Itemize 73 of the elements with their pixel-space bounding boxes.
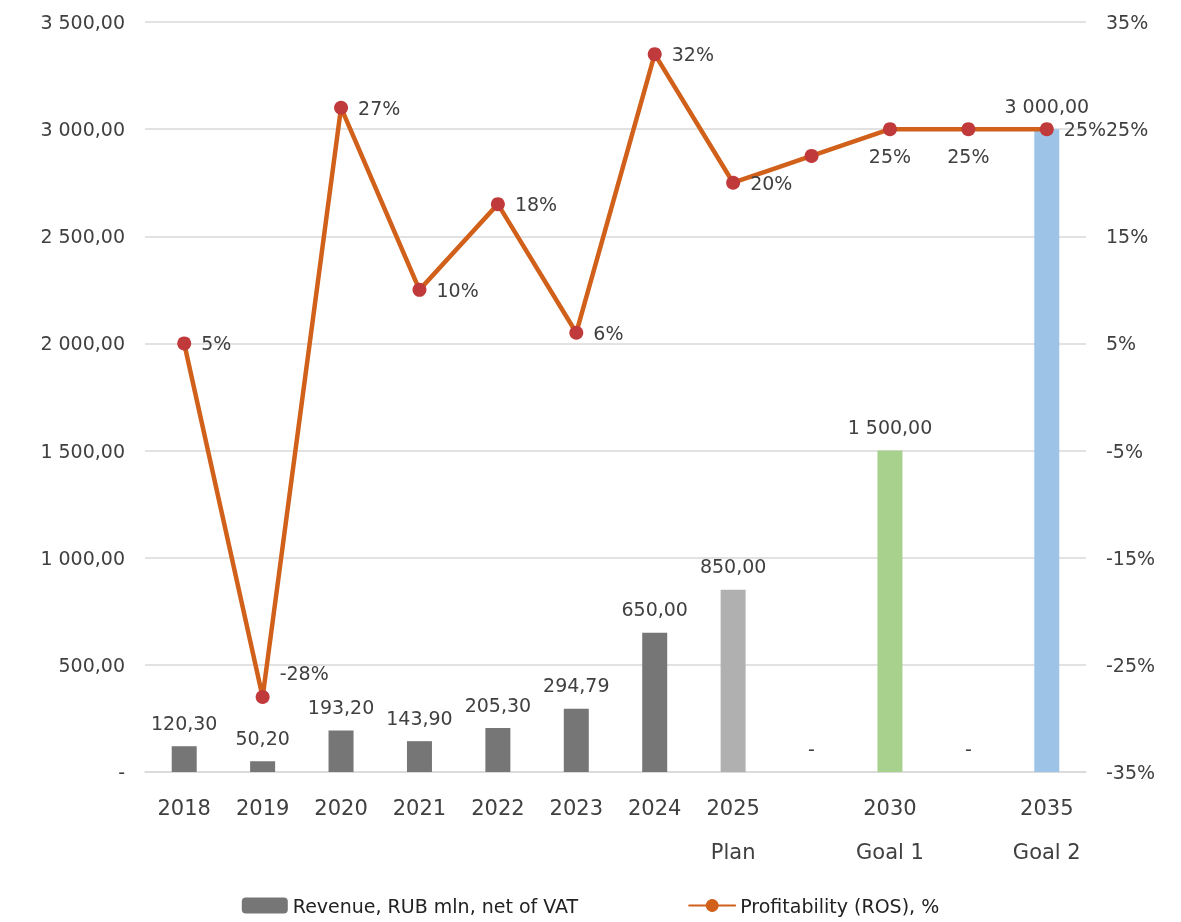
y2-tick-label: -35% — [1106, 761, 1156, 783]
y-tick-label: 1 500,00 — [40, 439, 125, 462]
data-label: 205,30 — [464, 693, 532, 716]
point — [1039, 122, 1054, 137]
point — [647, 47, 662, 62]
data-label: 50,20 — [235, 726, 290, 749]
bar — [406, 741, 432, 772]
x-tick-label: 2022 — [471, 796, 525, 820]
point — [961, 122, 976, 137]
data-label: 32% — [671, 43, 714, 66]
point — [490, 197, 505, 212]
point — [569, 325, 584, 340]
y2-tick-label: -15% — [1106, 546, 1156, 569]
x-tick-label: 2021 — [392, 796, 447, 820]
x-tick-label: 2025 Plan — [706, 796, 760, 864]
data-label: 27% — [358, 96, 401, 119]
y-tick-label: 2 500,00 — [40, 225, 125, 248]
y2-tick-label: 35% — [1106, 11, 1149, 33]
y2-tick-label: -5% — [1106, 439, 1143, 462]
bar — [328, 730, 354, 772]
data-label: -28% — [279, 662, 329, 684]
data-label: - — [808, 737, 815, 760]
y2-tick-label: 25% — [1106, 118, 1149, 141]
point — [726, 175, 741, 190]
y-tick-label: - — [118, 761, 125, 783]
data-label: 294,79 — [543, 674, 610, 697]
data-label: 650,00 — [621, 598, 688, 621]
bar — [563, 708, 589, 772]
y-tick-label: 3 000,00 — [40, 118, 125, 141]
y2-tick-label: 5% — [1106, 332, 1137, 355]
data-label: 5% — [201, 332, 232, 355]
y2-tick-label: -25% — [1106, 653, 1156, 676]
point — [412, 282, 427, 297]
bar — [485, 728, 511, 772]
data-label: 25% — [868, 144, 912, 167]
x-tick-label: 2019 — [235, 796, 290, 820]
x-tick-label: 2020 — [314, 796, 368, 820]
data-label: 120,30 — [150, 711, 218, 734]
bar — [1034, 129, 1060, 772]
data-label: 10% — [436, 278, 479, 301]
data-label: 143,90 — [386, 706, 453, 729]
data-label: - — [964, 737, 972, 760]
x-tick-label: 2035 Goal 2 — [1012, 796, 1081, 864]
y-tick-label: 1 000,00 — [40, 546, 125, 569]
data-label: 850,00 — [699, 555, 767, 578]
bar — [171, 746, 197, 772]
point — [255, 690, 270, 704]
data-label: 18% — [514, 193, 558, 216]
legend-label: Profitability (ROS), % — [740, 894, 940, 917]
y-tick-label: 3 500,00 — [40, 11, 125, 33]
y2-tick-label: 15% — [1106, 225, 1149, 248]
data-label: 25% — [947, 144, 990, 167]
data-label: 25% — [1063, 118, 1107, 141]
x-tick-label: 2024 — [627, 796, 682, 820]
bar — [642, 632, 668, 772]
point — [804, 148, 819, 163]
legend-label: Revenue, RUB mln, net of VAT — [292, 894, 579, 917]
point — [334, 100, 349, 115]
bar — [877, 450, 903, 772]
data-label: 3 000,00 — [1004, 94, 1090, 117]
point — [177, 336, 192, 351]
bar — [250, 761, 276, 772]
data-label: 6% — [593, 321, 624, 344]
bar — [720, 589, 746, 772]
y-tick-label: 2 000,00 — [40, 332, 125, 355]
data-label: 1 500,00 — [847, 416, 933, 439]
x-tick-label: 2030 Goal 1 — [856, 796, 924, 864]
data-label: 193,20 — [307, 696, 375, 719]
x-tick-label: 2023 — [549, 796, 604, 820]
x-tick-label: 2018 — [157, 796, 211, 820]
data-label: 20% — [750, 171, 793, 194]
y-tick-label: 500,00 — [58, 653, 125, 676]
point — [882, 122, 897, 137]
